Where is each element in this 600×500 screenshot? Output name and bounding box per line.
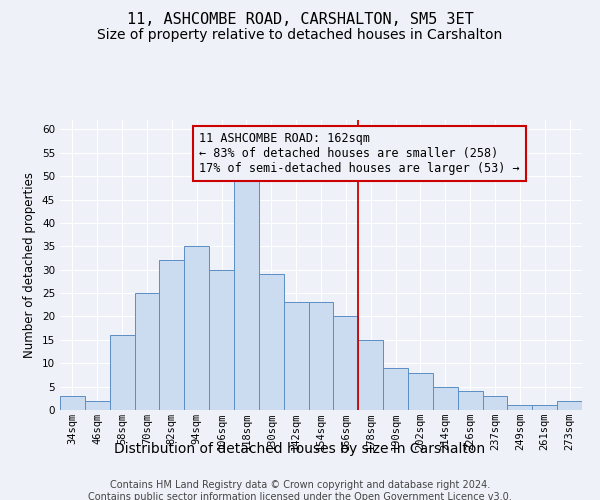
Bar bbox=[160, 260, 184, 410]
Bar bbox=[134, 293, 160, 410]
Bar bbox=[259, 274, 284, 410]
Bar bbox=[433, 386, 458, 410]
Text: Distribution of detached houses by size in Carshalton: Distribution of detached houses by size … bbox=[115, 442, 485, 456]
Bar bbox=[234, 181, 259, 410]
Bar bbox=[284, 302, 308, 410]
Bar bbox=[557, 400, 582, 410]
Text: Contains HM Land Registry data © Crown copyright and database right 2024.
Contai: Contains HM Land Registry data © Crown c… bbox=[88, 480, 512, 500]
Bar bbox=[383, 368, 408, 410]
Bar bbox=[508, 406, 532, 410]
Text: Size of property relative to detached houses in Carshalton: Size of property relative to detached ho… bbox=[97, 28, 503, 42]
Bar bbox=[209, 270, 234, 410]
Bar bbox=[308, 302, 334, 410]
Bar bbox=[458, 392, 482, 410]
Bar bbox=[408, 372, 433, 410]
Bar bbox=[110, 335, 134, 410]
Bar bbox=[358, 340, 383, 410]
Bar bbox=[532, 406, 557, 410]
Bar bbox=[85, 400, 110, 410]
Y-axis label: Number of detached properties: Number of detached properties bbox=[23, 172, 37, 358]
Bar bbox=[482, 396, 508, 410]
Bar bbox=[184, 246, 209, 410]
Text: 11 ASHCOMBE ROAD: 162sqm
← 83% of detached houses are smaller (258)
17% of semi-: 11 ASHCOMBE ROAD: 162sqm ← 83% of detach… bbox=[199, 132, 520, 174]
Bar bbox=[334, 316, 358, 410]
Bar bbox=[60, 396, 85, 410]
Text: 11, ASHCOMBE ROAD, CARSHALTON, SM5 3ET: 11, ASHCOMBE ROAD, CARSHALTON, SM5 3ET bbox=[127, 12, 473, 28]
